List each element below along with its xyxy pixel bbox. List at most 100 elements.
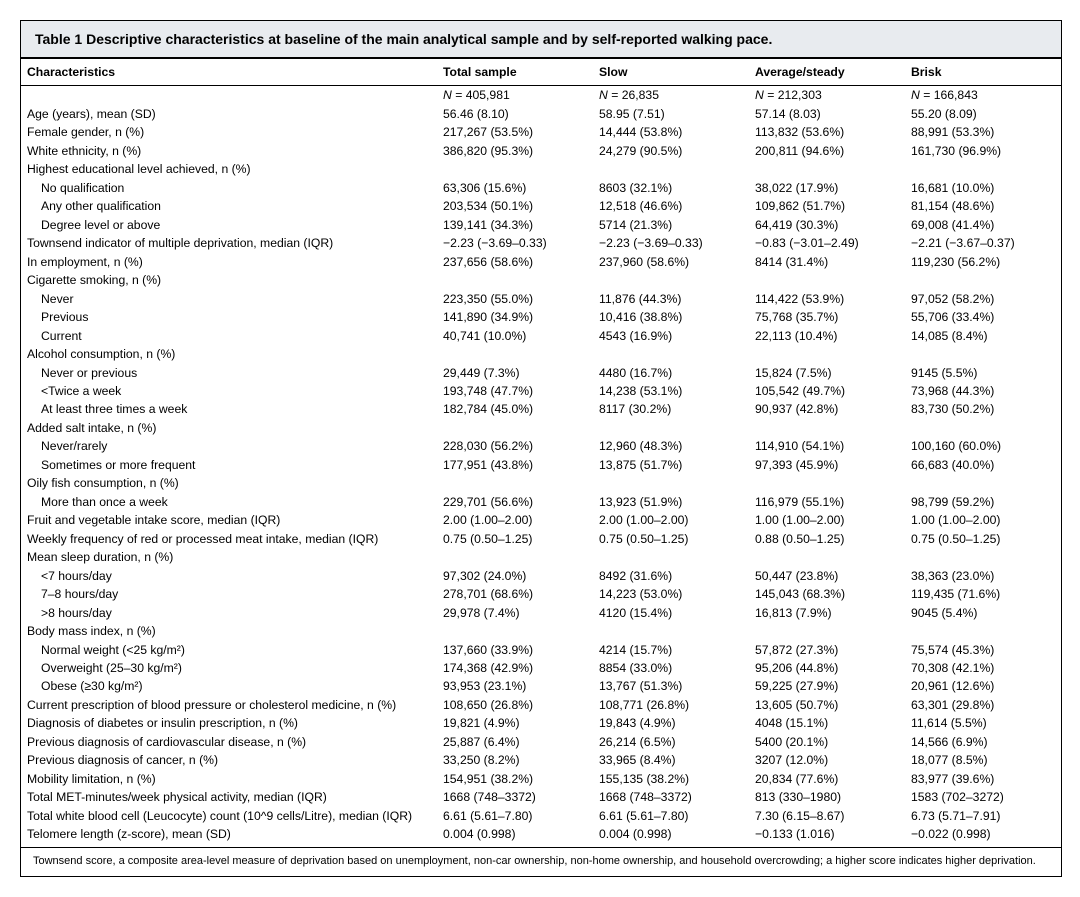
row-value: 58.95 (7.51)	[593, 105, 749, 123]
table-row: <Twice a week193,748 (47.7%)14,238 (53.1…	[21, 382, 1061, 400]
row-label	[21, 86, 437, 105]
row-label: Alcohol consumption, n (%)	[21, 345, 437, 363]
row-value: N = 212,303	[749, 86, 905, 105]
row-label: Fruit and vegetable intake score, median…	[21, 511, 437, 529]
row-value	[905, 271, 1061, 289]
row-value: 108,771 (26.8%)	[593, 696, 749, 714]
table-row: Normal weight (<25 kg/m²)137,660 (33.9%)…	[21, 641, 1061, 659]
row-label: Female gender, n (%)	[21, 123, 437, 141]
row-value: 7.30 (6.15–8.67)	[749, 807, 905, 825]
row-value: 56.46 (8.10)	[437, 105, 593, 123]
row-value: 5400 (20.1%)	[749, 733, 905, 751]
row-value: 1.00 (1.00–2.00)	[749, 511, 905, 529]
row-label: Overweight (25–30 kg/m²)	[21, 659, 437, 677]
col-characteristics: Characteristics	[21, 59, 437, 86]
row-value: 81,154 (48.6%)	[905, 197, 1061, 215]
row-value	[905, 345, 1061, 363]
row-value: 217,267 (53.5%)	[437, 123, 593, 141]
row-value: N = 405,981	[437, 86, 593, 105]
row-label: No qualification	[21, 179, 437, 197]
table-row: Age (years), mean (SD)56.46 (8.10)58.95 …	[21, 105, 1061, 123]
row-value	[437, 474, 593, 492]
row-value: 40,741 (10.0%)	[437, 327, 593, 345]
row-value: 155,135 (38.2%)	[593, 770, 749, 788]
row-value: 145,043 (68.3%)	[749, 585, 905, 603]
table-row: Added salt intake, n (%)	[21, 419, 1061, 437]
row-value: 73,968 (44.3%)	[905, 382, 1061, 400]
row-value: 14,444 (53.8%)	[593, 123, 749, 141]
row-value	[437, 345, 593, 363]
row-value	[749, 474, 905, 492]
row-value: 69,008 (41.4%)	[905, 216, 1061, 234]
table-title: Table 1 Descriptive characteristics at b…	[21, 21, 1061, 58]
row-value: 6.73 (5.71–7.91)	[905, 807, 1061, 825]
row-value: 154,951 (38.2%)	[437, 770, 593, 788]
table-body: N = 405,981N = 26,835N = 212,303N = 166,…	[21, 86, 1061, 847]
row-value: 116,979 (55.1%)	[749, 493, 905, 511]
row-value: 83,977 (39.6%)	[905, 770, 1061, 788]
table-row: Overweight (25–30 kg/m²)174,368 (42.9%)8…	[21, 659, 1061, 677]
row-label: Never or previous	[21, 364, 437, 382]
row-value: −2.23 (−3.69–0.33)	[437, 234, 593, 252]
row-value: 8603 (32.1%)	[593, 179, 749, 197]
row-value: 66,683 (40.0%)	[905, 456, 1061, 474]
row-label: In employment, n (%)	[21, 253, 437, 271]
row-value: 13,605 (50.7%)	[749, 696, 905, 714]
row-value: 141,890 (34.9%)	[437, 308, 593, 326]
row-value: 75,768 (35.7%)	[749, 308, 905, 326]
row-label: Never	[21, 290, 437, 308]
row-value: N = 26,835	[593, 86, 749, 105]
row-value: 6.61 (5.61–7.80)	[437, 807, 593, 825]
table-row: Previous diagnosis of cardiovascular dis…	[21, 733, 1061, 751]
row-label: 7–8 hours/day	[21, 585, 437, 603]
row-label: Previous diagnosis of cardiovascular dis…	[21, 733, 437, 751]
table-row: Mean sleep duration, n (%)	[21, 548, 1061, 566]
row-value: 57.14 (8.03)	[749, 105, 905, 123]
row-value: 14,238 (53.1%)	[593, 382, 749, 400]
data-table: Characteristics Total sample Slow Averag…	[21, 58, 1061, 848]
row-value	[905, 160, 1061, 178]
row-value: 9145 (5.5%)	[905, 364, 1061, 382]
row-value: 14,223 (53.0%)	[593, 585, 749, 603]
table-row: Total MET-minutes/week physical activity…	[21, 788, 1061, 806]
row-value: 1668 (748–3372)	[593, 788, 749, 806]
row-value: 137,660 (33.9%)	[437, 641, 593, 659]
row-value: 29,978 (7.4%)	[437, 604, 593, 622]
row-value: 75,574 (45.3%)	[905, 641, 1061, 659]
row-label: Sometimes or more frequent	[21, 456, 437, 474]
row-label: Age (years), mean (SD)	[21, 105, 437, 123]
row-value: 114,910 (54.1%)	[749, 437, 905, 455]
row-value: 139,141 (34.3%)	[437, 216, 593, 234]
row-value: 0.75 (0.50–1.25)	[437, 530, 593, 548]
row-value: 97,052 (58.2%)	[905, 290, 1061, 308]
table-row: Never/rarely228,030 (56.2%)12,960 (48.3%…	[21, 437, 1061, 455]
row-value: 83,730 (50.2%)	[905, 400, 1061, 418]
table-row: Degree level or above139,141 (34.3%)5714…	[21, 216, 1061, 234]
row-value: 55.20 (8.09)	[905, 105, 1061, 123]
row-value	[749, 271, 905, 289]
row-label: Current prescription of blood pressure o…	[21, 696, 437, 714]
row-label: Added salt intake, n (%)	[21, 419, 437, 437]
row-value: 2.00 (1.00–2.00)	[437, 511, 593, 529]
table-row: Sometimes or more frequent177,951 (43.8%…	[21, 456, 1061, 474]
table-row: Total white blood cell (Leucocyte) count…	[21, 807, 1061, 825]
row-value	[749, 419, 905, 437]
row-value: 33,965 (8.4%)	[593, 751, 749, 769]
row-value: 50,447 (23.8%)	[749, 567, 905, 585]
row-value: 5714 (21.3%)	[593, 216, 749, 234]
row-value: 19,821 (4.9%)	[437, 714, 593, 732]
row-value: 11,614 (5.5%)	[905, 714, 1061, 732]
table-row: Weekly frequency of red or processed mea…	[21, 530, 1061, 548]
row-value: 193,748 (47.7%)	[437, 382, 593, 400]
row-value	[437, 160, 593, 178]
row-value: 9045 (5.4%)	[905, 604, 1061, 622]
row-value: 55,706 (33.4%)	[905, 308, 1061, 326]
row-value: 0.75 (0.50–1.25)	[593, 530, 749, 548]
row-value: 8854 (33.0%)	[593, 659, 749, 677]
row-value: 8492 (31.6%)	[593, 567, 749, 585]
row-value: 113,832 (53.6%)	[749, 123, 905, 141]
row-value: 228,030 (56.2%)	[437, 437, 593, 455]
row-value: 161,730 (96.9%)	[905, 142, 1061, 160]
row-value	[749, 548, 905, 566]
row-value: 0.88 (0.50–1.25)	[749, 530, 905, 548]
